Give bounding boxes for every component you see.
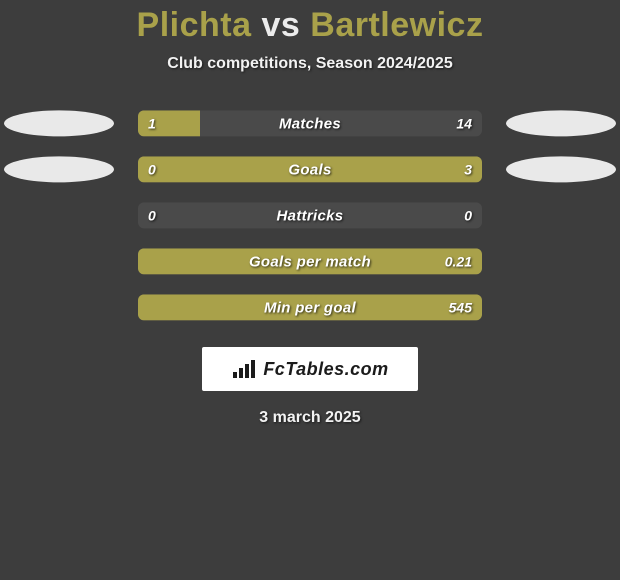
title-vs: vs [261, 6, 300, 44]
bars-icon [231, 358, 257, 380]
stat-label: Hattricks [138, 202, 482, 228]
stat-row: 0 Hattricks 0 [0, 195, 620, 241]
left-ellipse [4, 110, 114, 136]
title-player-left: Plichta [137, 6, 252, 44]
title-player-right: Bartlewicz [310, 6, 483, 44]
right-ellipse [506, 156, 616, 182]
stat-row: 1 Matches 14 [0, 103, 620, 149]
bar-track: Min per goal 545 [138, 294, 482, 320]
bar-track: 0 Goals 3 [138, 156, 482, 182]
right-value: 14 [456, 110, 472, 136]
right-value: 545 [449, 294, 472, 320]
stat-label: Matches [138, 110, 482, 136]
bar-track: 0 Hattricks 0 [138, 202, 482, 228]
stat-label: Min per goal [138, 294, 482, 320]
subtitle: Club competitions, Season 2024/2025 [0, 55, 620, 73]
comparison-chart: Plichta vs Bartlewicz Club competitions,… [0, 0, 620, 580]
brand-box: FcTables.com [202, 347, 418, 391]
brand-text: FcTables.com [263, 359, 388, 380]
bar-track: Goals per match 0.21 [138, 248, 482, 274]
right-value: 0 [464, 202, 472, 228]
stat-rows: 1 Matches 14 0 Goals 3 0 Hattr [0, 103, 620, 333]
right-ellipse [506, 110, 616, 136]
right-value: 3 [464, 156, 472, 182]
bar-track: 1 Matches 14 [138, 110, 482, 136]
stat-row: 0 Goals 3 [0, 149, 620, 195]
page-title: Plichta vs Bartlewicz [0, 0, 620, 45]
right-value: 0.21 [445, 248, 472, 274]
stat-row: Min per goal 545 [0, 287, 620, 333]
stat-label: Goals per match [138, 248, 482, 274]
left-ellipse [4, 156, 114, 182]
stat-label: Goals [138, 156, 482, 182]
stat-row: Goals per match 0.21 [0, 241, 620, 287]
date-text: 3 march 2025 [0, 409, 620, 427]
